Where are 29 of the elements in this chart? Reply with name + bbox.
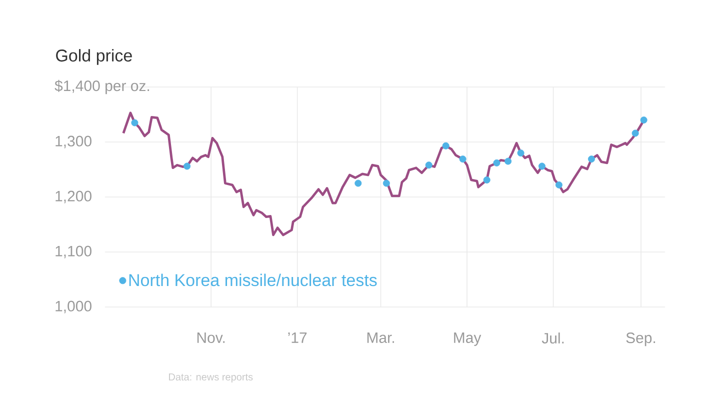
x-tick-label: Mar. [367, 332, 394, 343]
x-tick-label: Nov. [197, 332, 225, 343]
y-tick-label: 1,100 [56, 246, 92, 258]
y-tick-label: $1,400 per oz. [54, 80, 150, 94]
point [483, 176, 490, 184]
y-tick-label: 1,000 [56, 300, 92, 314]
y-tick-label: 1,200 [56, 190, 92, 204]
point [588, 156, 595, 163]
point [184, 162, 191, 170]
legend-label: North Korea missile/nuclear tests [129, 274, 377, 286]
point [632, 130, 639, 137]
point [640, 116, 648, 124]
point [382, 180, 390, 187]
point [354, 180, 362, 187]
point [538, 162, 546, 170]
point [459, 156, 466, 163]
chart-title: Gold price [56, 49, 132, 65]
x-tick-label: May [454, 332, 482, 346]
point [555, 181, 562, 188]
x-tick-label: Jul. [542, 332, 564, 344]
x-tick-label: ’17 [288, 332, 307, 343]
y-tick-label: 1,300 [56, 136, 92, 148]
point [504, 158, 512, 165]
point [131, 119, 138, 126]
point [425, 162, 432, 169]
point [442, 142, 450, 150]
point [517, 150, 524, 156]
x-tick-label: Sep. [626, 332, 656, 346]
point [493, 159, 500, 166]
